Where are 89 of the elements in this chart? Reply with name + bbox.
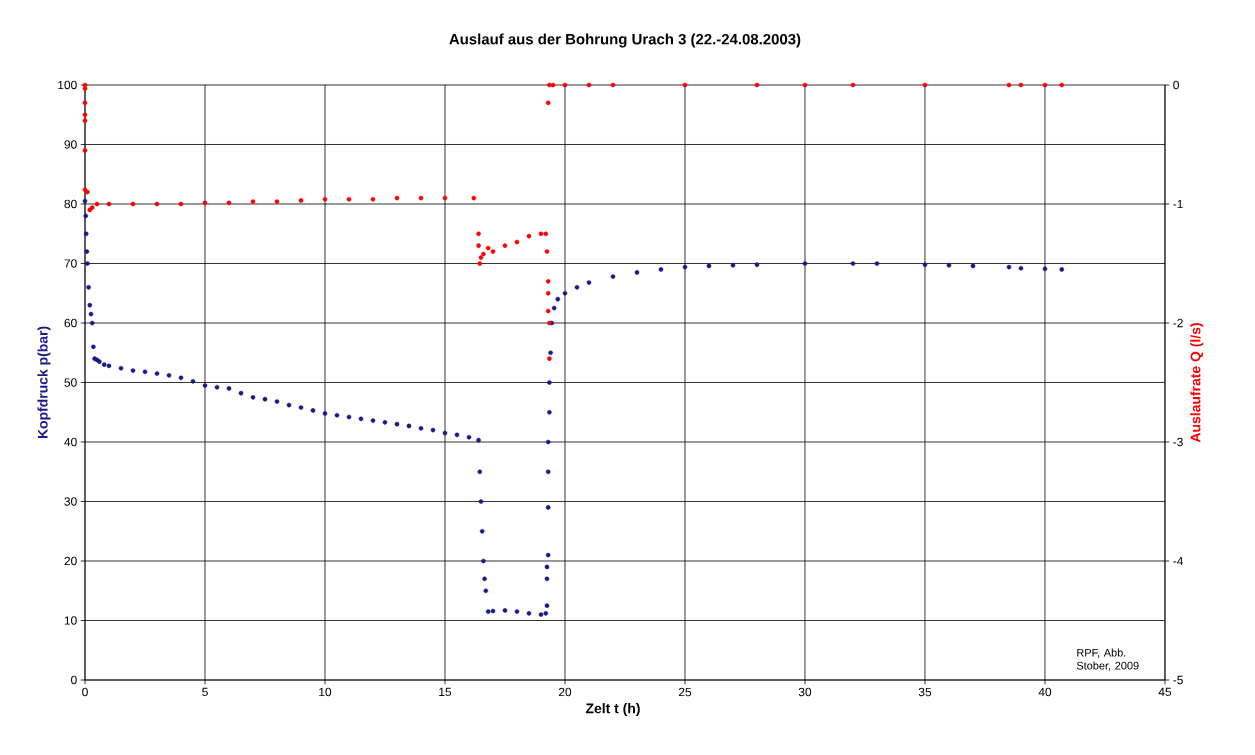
y-tick-label: 10 [64, 616, 77, 625]
point [547, 82, 552, 88]
point [802, 82, 808, 88]
point [1018, 82, 1024, 88]
point [545, 100, 551, 106]
y-tick-label: 50 [64, 378, 77, 387]
x-tick-label: 35 [918, 687, 932, 697]
y-tick-label: 40 [64, 437, 77, 447]
point [130, 201, 136, 207]
x-tick-label: 45 [1158, 687, 1172, 697]
y-tick-label: 90 [64, 140, 77, 149]
chart-title: Auslauf aus der Bohrung Urach 3 (22.-24.08.2003) [449, 33, 801, 48]
point [610, 82, 616, 88]
point [538, 231, 544, 237]
x-tick-label: 0 [82, 687, 88, 697]
point [1042, 82, 1048, 88]
point [418, 195, 424, 201]
y-tick-label: 100 [58, 80, 77, 90]
x-tick-label: 20 [558, 687, 572, 697]
point [178, 201, 184, 207]
y2-tick-label: -3 [1173, 437, 1183, 447]
point [154, 201, 160, 207]
point [82, 82, 88, 88]
y-tick-label: 20 [64, 556, 77, 566]
y-tick-label: 0 [71, 675, 77, 685]
y2-axis-title: Auslaufrate Q (l/s) [1190, 323, 1204, 443]
point [550, 82, 556, 88]
point [82, 148, 88, 153]
point [274, 199, 280, 204]
point [370, 196, 376, 202]
y-axis-title: Kopfdruck p(bar) [37, 326, 51, 439]
point [514, 239, 520, 245]
point [490, 249, 496, 254]
x-tick-label: 40 [1038, 687, 1052, 697]
point [922, 82, 928, 88]
point [85, 189, 90, 195]
point [478, 255, 484, 260]
point [586, 82, 592, 88]
y2-tick-label: 0 [1173, 80, 1179, 90]
point [485, 245, 491, 251]
point [250, 199, 256, 204]
point [94, 201, 100, 207]
point [545, 290, 551, 296]
point [1059, 82, 1065, 88]
x-axis-title: Zelt t (h) [585, 703, 640, 717]
x-tick-label: 5 [202, 687, 208, 697]
point [562, 82, 568, 88]
point [545, 279, 551, 284]
point [322, 196, 328, 202]
point [89, 205, 95, 210]
point [82, 118, 88, 123]
y-tick-label: 30 [64, 497, 77, 506]
y2-tick-label: -4 [1173, 556, 1184, 566]
point [394, 195, 400, 201]
x-tick-label: 25 [678, 687, 692, 697]
y-tick-label: 70 [64, 259, 77, 268]
point [346, 196, 352, 202]
annotation: RPF, Abb. Stober, 2009 [1076, 648, 1139, 671]
point [850, 82, 856, 88]
point [526, 233, 532, 239]
point [82, 112, 88, 118]
point [202, 200, 208, 206]
point [106, 201, 112, 207]
x-tick-label: 15 [439, 687, 452, 697]
point [298, 198, 304, 203]
y2-tick-label: -1 [1173, 199, 1183, 209]
point [82, 100, 88, 106]
point [682, 82, 688, 88]
point [226, 200, 232, 206]
point [544, 249, 550, 254]
point [545, 308, 551, 314]
point [543, 231, 549, 237]
point [502, 243, 508, 248]
point [442, 195, 448, 201]
point [754, 82, 760, 88]
point [476, 243, 481, 248]
y-tick-label: 80 [64, 199, 77, 209]
y2-tick-label: -5 [1173, 675, 1183, 685]
point [82, 86, 88, 91]
x-tick-label: 10 [319, 687, 332, 697]
point [471, 195, 477, 201]
x-tick-label: 30 [798, 687, 812, 697]
point [476, 231, 481, 237]
y-tick-label: 60 [64, 318, 77, 328]
point [547, 356, 552, 361]
point [477, 261, 483, 266]
y2-tick-label: -2 [1173, 318, 1183, 328]
point [1006, 82, 1012, 88]
point [481, 251, 486, 257]
